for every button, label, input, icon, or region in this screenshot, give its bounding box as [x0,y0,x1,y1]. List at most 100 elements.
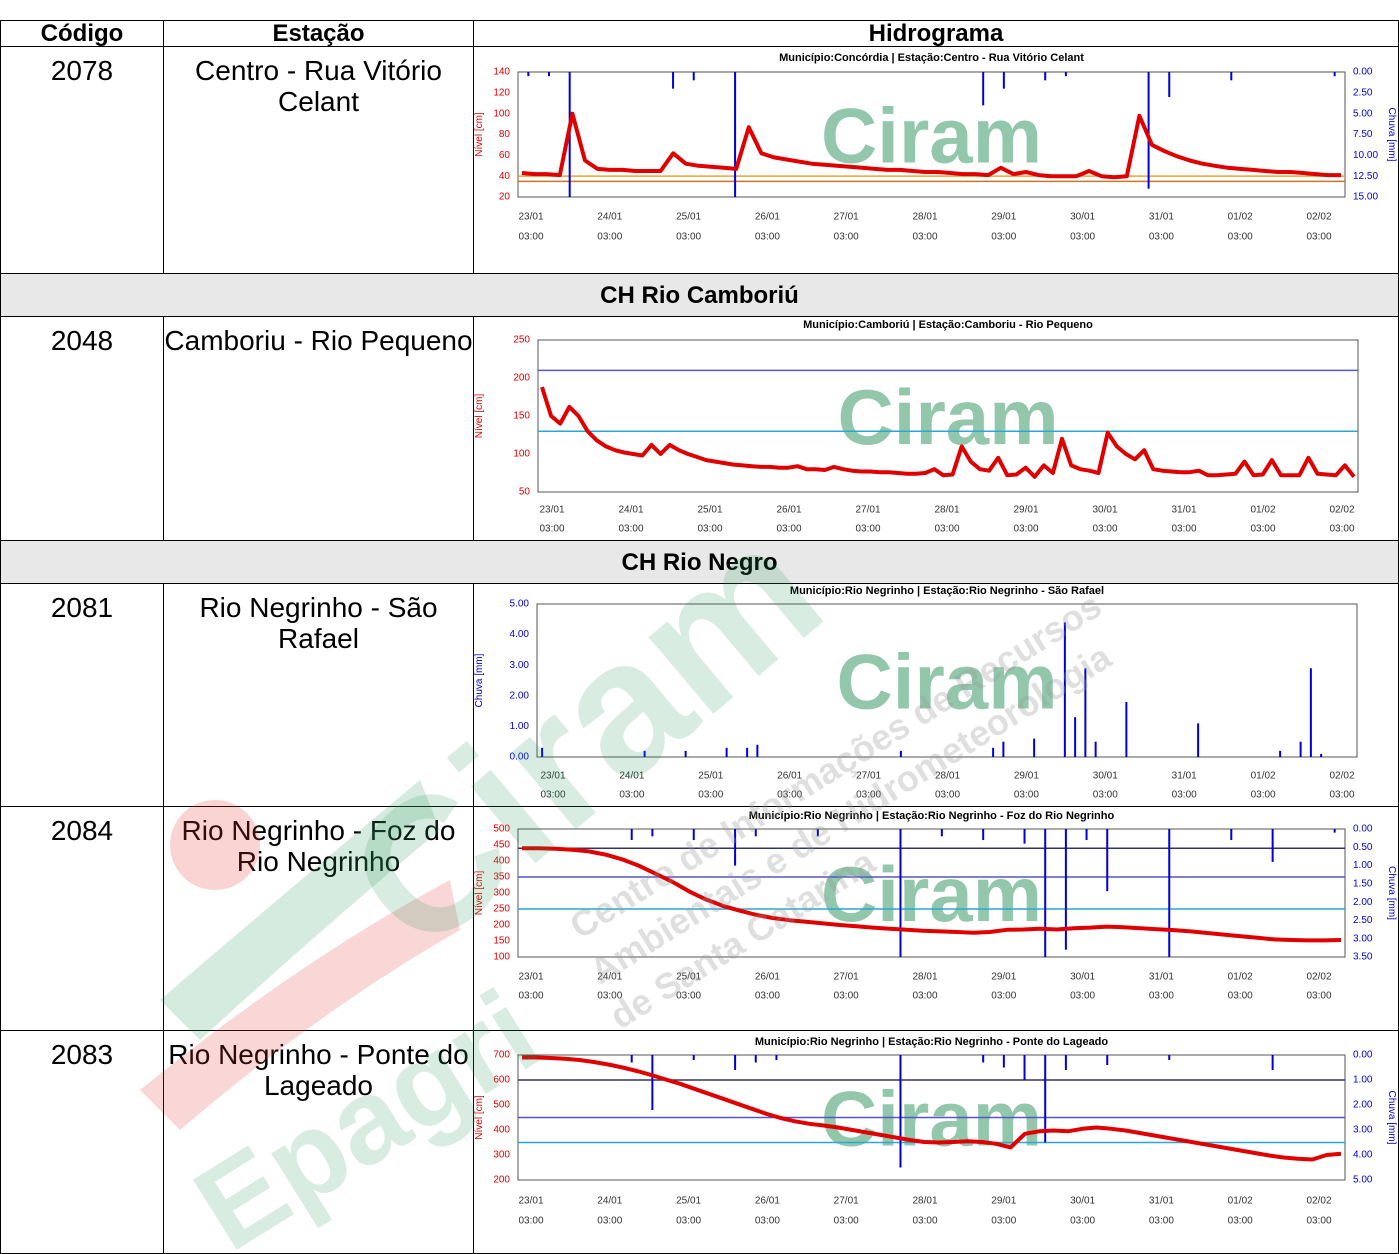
x-tick-date: 24/01 [618,505,643,516]
x-tick-time: 03:00 [934,524,959,535]
watermark-logo: Ciram [821,92,1042,180]
y-tick-label: 140 [493,67,510,78]
rain-bar [1147,72,1150,189]
x-tick-time: 03:00 [834,1216,859,1227]
rain-bar [692,1055,695,1060]
x-tick-date: 25/01 [697,505,722,516]
station-cell: Camboriu - Rio Pequeno [163,316,474,541]
rain-bar [1271,829,1274,862]
x-tick-time: 03:00 [518,991,543,1002]
rain-bar [746,747,749,757]
rain-bar [1094,741,1097,757]
rain-bar [1044,1055,1047,1143]
y-tick-label: 120 [493,87,510,98]
x-tick-date: 30/01 [1070,212,1095,223]
x-tick-time: 03:00 [776,524,801,535]
x-tick-date: 24/01 [619,771,644,782]
rain-bar [692,829,695,840]
rain-bar [1106,1055,1109,1065]
chart-cell: Município:Camboriú | Estação:Camboriu - … [473,316,1399,541]
x-tick-time: 03:00 [935,790,960,801]
y-tick-label: 1.00 [510,721,530,732]
x-tick-time: 03:00 [1092,524,1117,535]
x-tick-time: 03:00 [697,524,722,535]
watermark-logo: Ciram [821,850,1042,938]
station-cell: Rio Negrinho - Foz do Rio Negrinho [163,806,474,1031]
rain-bar [1106,829,1109,892]
y-tick-label: 150 [513,411,530,422]
x-tick-time: 03:00 [856,790,881,801]
x-tick-date: 27/01 [855,505,880,516]
y-tick-label: 60 [499,150,511,161]
rain-bar [541,747,544,757]
x-tick-time: 03:00 [1228,1216,1253,1227]
x-tick-time: 03:00 [755,232,780,243]
rain-bar [1085,829,1088,840]
chart-title: Município:Rio Negrinho | Estação:Rio Neg… [790,585,1104,597]
x-tick-date: 27/01 [856,771,881,782]
station-cell: Centro - Rua Vitório Celant [163,46,474,274]
code-cell: 2083 [0,1030,164,1254]
x-tick-date: 31/01 [1149,1196,1174,1207]
x-tick-time: 03:00 [834,991,859,1002]
x-tick-time: 03:00 [698,790,723,801]
y2-axis-label: Chuva [mm] [1386,1091,1397,1145]
y-tick-label: 100 [513,449,530,460]
x-tick-time: 03:00 [597,1216,622,1227]
rain-bar [1230,829,1233,840]
rain-bar [630,1055,633,1063]
chart-cell: Município:Rio Negrinho | Estação:Rio Neg… [473,583,1399,807]
x-tick-time: 03:00 [1070,232,1095,243]
x-tick-time: 03:00 [1329,524,1354,535]
plot-area [537,339,1359,493]
rain-bar [1063,622,1066,757]
y-tick-label: 700 [493,1050,510,1061]
x-tick-time: 03:00 [597,232,622,243]
x-tick-date: 27/01 [834,212,859,223]
x-tick-time: 03:00 [1070,991,1095,1002]
y-tick-label: 3.00 [510,660,530,671]
x-tick-date: 28/01 [934,505,959,516]
rain-bar [1125,701,1128,757]
x-tick-time: 03:00 [777,790,802,801]
rain-bar [672,72,675,89]
rain-bar [548,72,551,77]
rain-bar [684,750,687,757]
header-cell: Hidrograma [473,20,1399,47]
y-tick-label: 400 [493,856,510,867]
x-tick-time: 03:00 [518,1216,543,1227]
rain-bar [1002,741,1005,757]
x-tick-time: 03:00 [912,1216,937,1227]
y2-tick-label: 2.50 [1353,87,1373,98]
hydrograph: Município:Concórdia | Estação:Centro - R… [474,52,1397,243]
x-tick-date: 28/01 [912,1196,937,1207]
y-tick-label: 80 [499,129,511,140]
rain-bar [1168,829,1171,957]
rain-bar [1064,1055,1067,1070]
rain-bar [756,744,759,757]
x-tick-time: 03:00 [1014,790,1039,801]
code-cell: 2081 [0,583,164,807]
y-axis-label: Nível [cm] [474,871,485,916]
y-tick-label: 500 [493,824,510,835]
x-tick-date: 27/01 [834,1196,859,1207]
hydrograph: Município:Rio Negrinho | Estação:Rio Neg… [474,810,1397,1002]
rain-bar [754,829,757,837]
rain-bar [1064,72,1067,77]
x-tick-time: 03:00 [834,232,859,243]
x-tick-date: 29/01 [1013,505,1038,516]
y-tick-label: 40 [499,171,511,182]
x-tick-date: 28/01 [935,771,960,782]
x-tick-time: 03:00 [1306,991,1331,1002]
x-tick-date: 29/01 [1014,771,1039,782]
y-tick-label: 200 [493,1175,510,1186]
x-tick-time: 03:00 [755,1216,780,1227]
x-tick-date: 01/02 [1250,505,1275,516]
y2-tick-label: 12.50 [1353,171,1378,182]
section-row: CH Rio Negro [0,540,1399,584]
rain-bar [982,829,985,840]
x-tick-time: 03:00 [1250,524,1275,535]
x-tick-date: 28/01 [912,972,937,983]
x-tick-date: 31/01 [1149,972,1174,983]
